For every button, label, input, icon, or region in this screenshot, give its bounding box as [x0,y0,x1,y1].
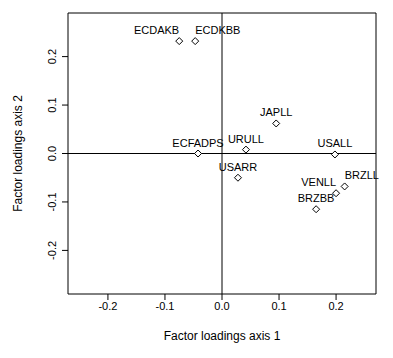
svg-text:0.2: 0.2 [328,300,343,312]
svg-text:ECDKBB: ECDKBB [195,24,240,36]
svg-text:URULL: URULL [228,133,264,145]
svg-text:ECDAKB: ECDAKB [134,24,179,36]
svg-text:BRZBB: BRZBB [298,192,335,204]
svg-text:0.1: 0.1 [46,97,58,112]
svg-text:-0.2: -0.2 [98,300,117,312]
svg-text:Factor loadings axis 2: Factor loadings axis 2 [11,95,25,212]
svg-text:-0.2: -0.2 [46,241,58,260]
svg-text:BRZLL: BRZLL [345,169,379,181]
svg-text:0.0: 0.0 [46,146,58,161]
svg-text:USALL: USALL [318,137,353,149]
svg-text:ECFADPS: ECFADPS [172,137,223,149]
svg-text:0.1: 0.1 [271,300,286,312]
svg-text:0.0: 0.0 [214,300,229,312]
svg-text:VENLL: VENLL [301,176,336,188]
svg-text:0.2: 0.2 [46,49,58,64]
svg-text:Factor loadings axis 1: Factor loadings axis 1 [164,329,281,343]
svg-text:JAPLL: JAPLL [260,106,292,118]
svg-text:-0.1: -0.1 [155,300,174,312]
svg-text:USARR: USARR [219,161,258,173]
svg-text:-0.1: -0.1 [46,192,58,211]
